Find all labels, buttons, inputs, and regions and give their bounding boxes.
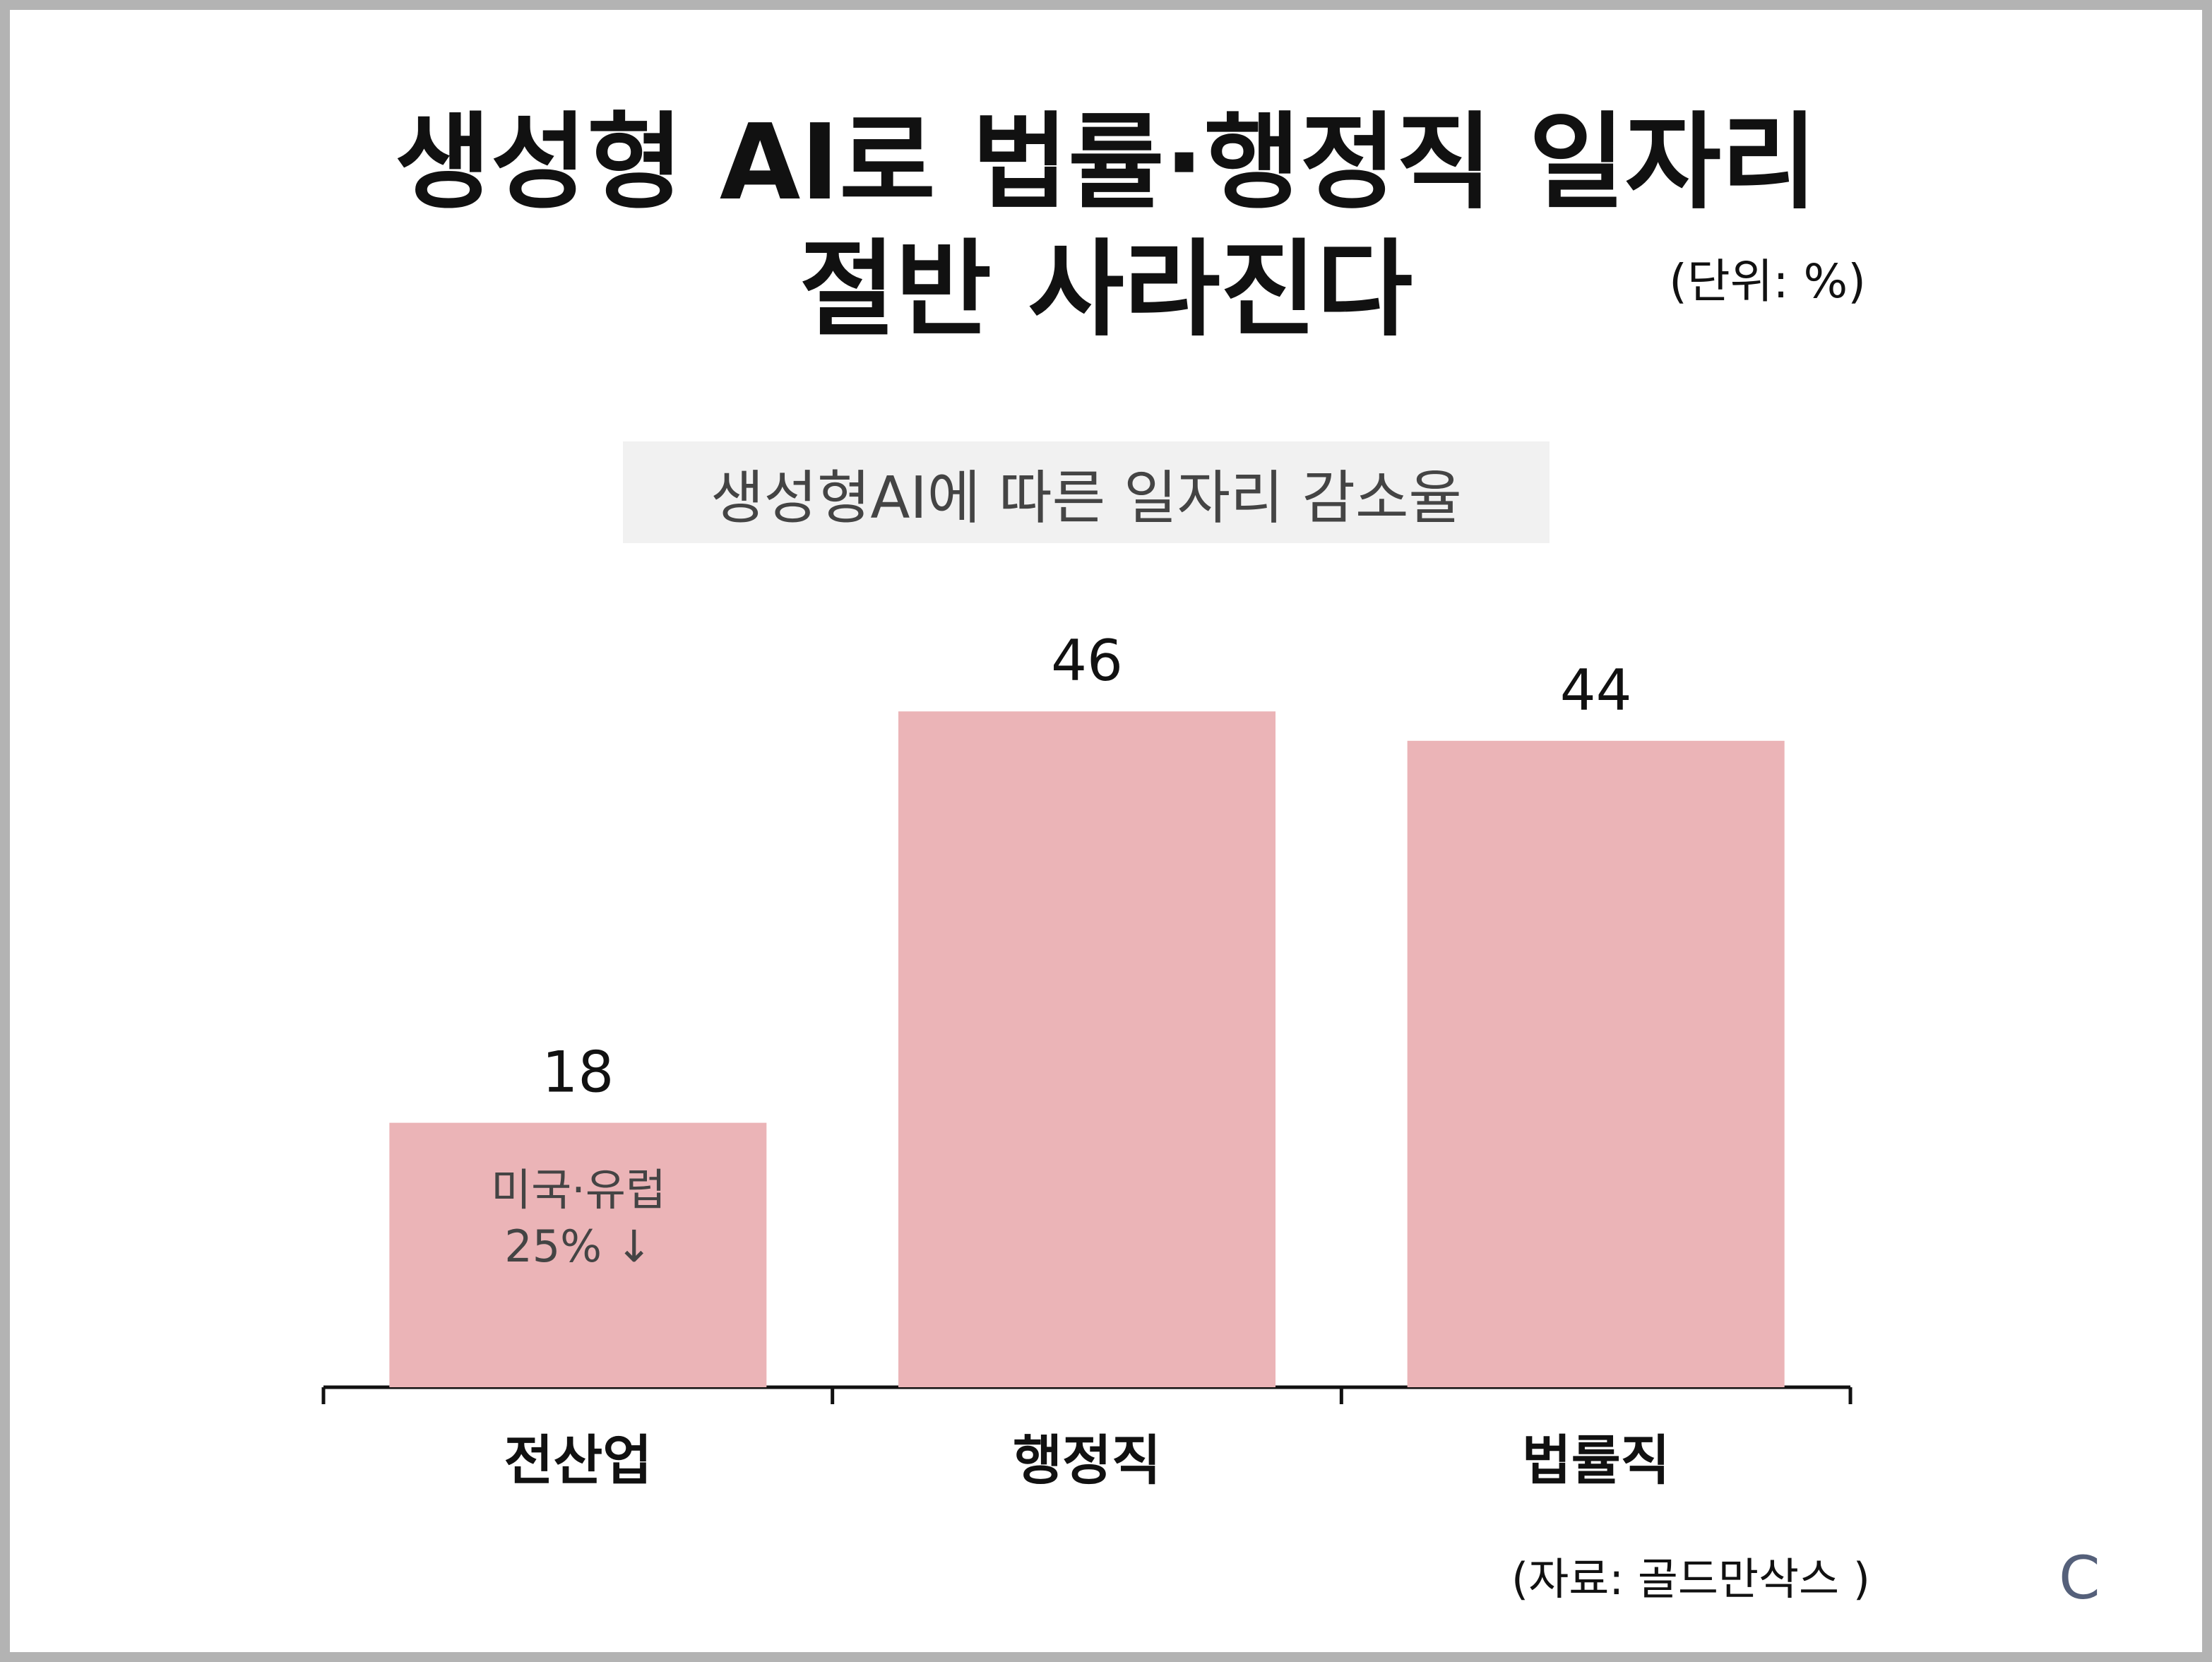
bar-1 — [389, 1122, 767, 1387]
bar-2 — [898, 711, 1276, 1387]
bar-value-label: 44 — [1560, 658, 1632, 723]
chart-title-line1: 생성형 AI로 법률·행정직 일자리 — [394, 102, 1818, 223]
unit-label: (단위: %) — [1669, 254, 1866, 309]
chart-title-line2: 절반 사라진다 — [799, 229, 1413, 350]
annotation-line2: 25% ↓ — [504, 1221, 653, 1272]
annotation-line1: 미국·유럽 — [491, 1164, 666, 1216]
chart-subtitle: 생성형AI에 따른 일자리 감소율 — [710, 464, 1462, 532]
bar-3 — [1407, 740, 1785, 1387]
subtitle-box: 생성형AI에 따른 일자리 감소율 — [623, 441, 1550, 543]
category-label: 행정직 — [1013, 1429, 1161, 1492]
bar-value-label: 46 — [1051, 628, 1123, 694]
category-label: 전산업 — [504, 1429, 652, 1492]
bar-annotation: 미국·유럽 25% ↓ — [390, 1162, 767, 1275]
publisher-logo: C — [2059, 1543, 2100, 1613]
bar-value-label: 18 — [542, 1040, 614, 1105]
source-note: (자료: 골드만삭스 ) — [1511, 1553, 1870, 1605]
category-label: 법률직 — [1522, 1429, 1670, 1492]
